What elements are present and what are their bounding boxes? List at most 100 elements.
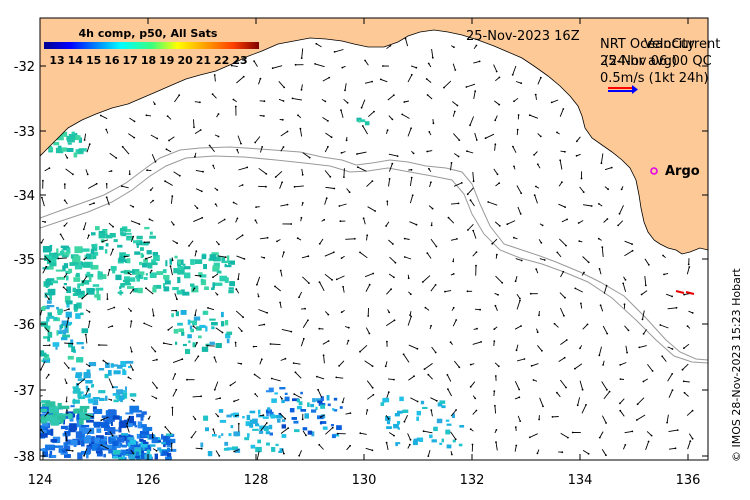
current-arrow-head bbox=[410, 316, 412, 318]
current-arrow-head bbox=[458, 139, 460, 141]
current-arrow-head bbox=[193, 288, 195, 290]
current-arrow-head bbox=[621, 189, 623, 191]
current-arrow-head bbox=[537, 163, 539, 165]
sst-cell bbox=[125, 387, 127, 391]
current-arrow-head bbox=[200, 129, 202, 131]
sst-cell bbox=[143, 426, 146, 432]
current-arrow-head bbox=[237, 218, 239, 220]
current-arrow-head bbox=[450, 341, 452, 343]
current-arrow-head bbox=[682, 369, 684, 371]
sst-cell bbox=[36, 419, 40, 421]
sst-cell bbox=[136, 271, 144, 275]
current-arrow-head bbox=[115, 157, 117, 159]
current-arrow-head bbox=[561, 451, 563, 453]
current-arrow-head bbox=[237, 278, 239, 280]
sst-cell bbox=[62, 147, 67, 151]
current-arrow-head bbox=[499, 77, 501, 79]
sst-cell bbox=[139, 439, 143, 442]
current-arrow-head bbox=[648, 264, 650, 266]
sst-cell bbox=[150, 444, 156, 447]
current-arrow-head bbox=[494, 143, 496, 145]
current-arrow-head bbox=[642, 319, 644, 321]
current-arrow-head bbox=[300, 128, 302, 130]
current-arrow-head bbox=[561, 181, 563, 183]
current-arrow-head bbox=[531, 365, 533, 367]
sst-cell bbox=[117, 245, 122, 248]
current-arrow-head bbox=[341, 311, 343, 313]
sst-cell bbox=[294, 429, 300, 432]
sst-cell bbox=[97, 448, 102, 451]
current-arrow-head bbox=[473, 180, 475, 182]
sst-cell bbox=[68, 344, 71, 348]
current-arrow-head bbox=[348, 340, 350, 342]
current-arrow-head bbox=[174, 373, 176, 375]
current-arrow-head bbox=[404, 421, 406, 423]
current-arrow-head bbox=[64, 183, 66, 185]
current-arrow-head bbox=[214, 356, 216, 358]
sst-cell bbox=[190, 329, 194, 333]
current-arrow-head bbox=[218, 136, 220, 138]
sst-cell bbox=[439, 443, 442, 445]
sst-cell bbox=[45, 354, 48, 357]
current-arrow-head bbox=[233, 400, 235, 402]
current-arrow-head bbox=[382, 65, 384, 67]
sst-cell bbox=[81, 425, 90, 427]
current-arrow-head bbox=[82, 281, 84, 283]
sst-cell bbox=[56, 307, 59, 310]
sst-cell bbox=[199, 325, 205, 328]
sst-cell bbox=[150, 272, 157, 278]
current-arrow-head bbox=[430, 181, 432, 183]
sst-cell bbox=[141, 435, 148, 437]
sst-cell bbox=[285, 397, 290, 402]
sst-cell bbox=[442, 439, 444, 443]
sst-cell bbox=[46, 317, 49, 322]
sst-cell bbox=[202, 347, 208, 352]
sst-cell bbox=[50, 245, 53, 251]
sst-cell bbox=[221, 321, 224, 326]
sst-cell bbox=[139, 274, 141, 277]
current-arrow-head bbox=[283, 453, 285, 455]
sst-cell bbox=[136, 452, 139, 456]
lon-tick-label: 136 bbox=[676, 473, 701, 488]
current-arrow-head bbox=[297, 237, 299, 239]
sst-cell bbox=[108, 409, 115, 415]
sst-cell bbox=[320, 421, 322, 424]
colorbar-tick-label: 16 bbox=[104, 54, 120, 67]
current-arrow-head bbox=[207, 307, 209, 309]
sst-cell bbox=[219, 276, 227, 282]
sst-cell bbox=[118, 437, 125, 443]
current-arrow-head bbox=[233, 99, 235, 101]
current-arrow-head bbox=[308, 282, 310, 284]
sst-cell bbox=[147, 250, 152, 254]
sst-cell bbox=[399, 397, 404, 402]
current-arrow-head bbox=[494, 119, 496, 121]
colorbar-gradient bbox=[44, 42, 259, 49]
current-arrow-head bbox=[171, 195, 173, 197]
sst-cell bbox=[124, 283, 131, 285]
sst-cell bbox=[137, 434, 141, 439]
current-arrow-head bbox=[284, 418, 286, 420]
sst-cell bbox=[114, 370, 121, 374]
current-arrow-head bbox=[556, 392, 558, 394]
current-arrow-head bbox=[253, 346, 255, 348]
sst-cell bbox=[179, 328, 185, 332]
sst-cell bbox=[310, 404, 314, 407]
sst-cell bbox=[144, 454, 150, 459]
current-arrow-head bbox=[389, 178, 391, 180]
current-arrow-head bbox=[72, 173, 74, 175]
current-arrow-head bbox=[609, 391, 611, 393]
current-arrow-head bbox=[411, 169, 413, 171]
current-arrow-head bbox=[242, 234, 244, 236]
sst-cell bbox=[51, 280, 58, 283]
current-arrow-head bbox=[373, 394, 375, 396]
current-arrow-head bbox=[121, 185, 123, 187]
current-arrow-head bbox=[565, 387, 567, 389]
current-arrow-head bbox=[601, 246, 603, 248]
current-arrow-head bbox=[393, 379, 395, 381]
current-arrow-head bbox=[152, 437, 154, 439]
current-arrow-head bbox=[448, 217, 450, 219]
current-arrow-head bbox=[89, 321, 91, 323]
current-arrow-head bbox=[63, 286, 65, 288]
current-arrow-head bbox=[427, 455, 429, 457]
sst-cell bbox=[198, 336, 202, 339]
